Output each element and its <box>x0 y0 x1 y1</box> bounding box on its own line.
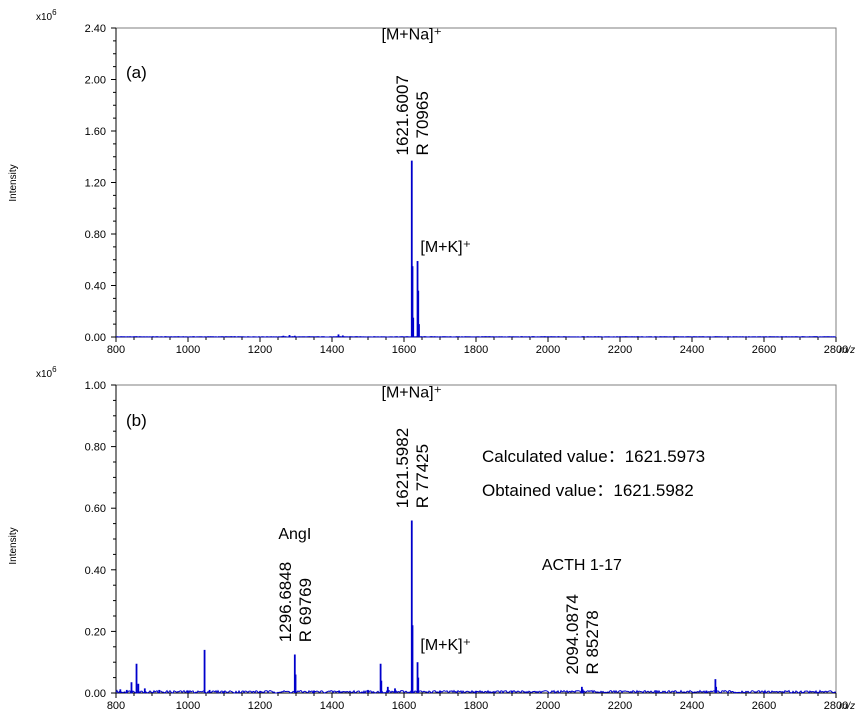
x-tick-label: 1200 <box>248 344 272 356</box>
peak-mz-label: 2094.0874 <box>563 594 582 674</box>
obtained-value-text: Obtained value：1621.5982 <box>482 481 694 500</box>
peak-resolution-label: R 70965 <box>413 91 432 155</box>
x-tick-label: 1000 <box>176 344 200 356</box>
x-tick-label: 1400 <box>320 700 344 712</box>
x-tick-label: 1400 <box>320 344 344 356</box>
ion-label-mna: [M+Na]⁺ <box>382 384 442 401</box>
x-tick-label: 2600 <box>752 700 776 712</box>
peak-mz-label: 1621.6007 <box>393 75 412 155</box>
ion-label-mk: [M+K]⁺ <box>420 637 471 654</box>
plot-frame <box>115 384 837 694</box>
y-tick-label: 2.00 <box>85 75 106 87</box>
panel-label: (a) <box>126 63 147 82</box>
peak-resolution-label: R 77425 <box>413 444 432 508</box>
compound-label: AngI <box>278 526 311 543</box>
peak-mz-label: 1621.5982 <box>393 428 412 508</box>
y-tick-label: 0.40 <box>85 281 106 293</box>
y-multiplier: x106 <box>36 365 57 380</box>
x-tick-label: 1600 <box>392 700 416 712</box>
y-multiplier: x106 <box>36 8 57 23</box>
x-tick-label: 1600 <box>392 344 416 356</box>
y-axis-title: Intensity <box>8 527 19 564</box>
ion-label-mna: [M+Na]⁺ <box>382 27 442 44</box>
x-axis-title: m/z <box>839 701 855 712</box>
panel-label: (b) <box>126 411 147 430</box>
ion-label-mk: [M+K]⁺ <box>420 239 471 256</box>
compound-label: ACTH 1-17 <box>542 557 622 574</box>
y-tick-label: 0.00 <box>85 688 106 700</box>
y-tick-label: 0.40 <box>85 565 106 577</box>
y-tick-label: 1.60 <box>85 126 106 138</box>
x-tick-label: 2400 <box>680 344 704 356</box>
x-tick-label: 800 <box>107 344 125 356</box>
peak-resolution-label: R 69769 <box>296 578 315 642</box>
panel-b: 800 1000 1200 1400 1600 1800 2000 2200 2400 2600 2… <box>8 365 855 712</box>
y-tick-label: 0.60 <box>85 503 106 515</box>
x-tick-label: 2200 <box>608 700 632 712</box>
x-tick-label: 800 <box>107 700 125 712</box>
x-tick-label: 1800 <box>464 344 488 356</box>
x-tick-label: 1200 <box>248 700 272 712</box>
y-axis-title: Intensity <box>8 164 19 201</box>
y-tick-label: 1.20 <box>85 178 106 190</box>
y-tick-label: 2.40 <box>85 23 106 35</box>
calculated-value-text: Calculated value：1621.5973 <box>482 447 705 466</box>
x-tick-label: 2800 <box>824 700 848 712</box>
plot-frame <box>115 27 837 338</box>
x-tick-label: 2000 <box>536 700 560 712</box>
x-tick-label: 2800 <box>824 344 848 356</box>
x-tick-label: 2000 <box>536 344 560 356</box>
x-tick-label: 2400 <box>680 700 704 712</box>
x-tick-label: 2200 <box>608 344 632 356</box>
peak-resolution-label: R 85278 <box>583 610 602 674</box>
y-tick-label: 0.20 <box>85 626 106 638</box>
x-tick-label: 1800 <box>464 700 488 712</box>
y-tick-label: 0.80 <box>85 229 106 241</box>
x-axis-title: m/z <box>839 345 855 356</box>
panel-a: 800 1000 1200 1400 1600 1800 2000 2200 2400 2600 2… <box>8 8 855 356</box>
x-tick-label: 1000 <box>176 700 200 712</box>
y-tick-label: 0.00 <box>85 332 106 344</box>
y-tick-label: 0.80 <box>85 442 106 454</box>
peak-mz-label: 1296.6848 <box>276 562 295 642</box>
x-tick-label: 2600 <box>752 344 776 356</box>
y-tick-label: 1.00 <box>85 380 106 392</box>
